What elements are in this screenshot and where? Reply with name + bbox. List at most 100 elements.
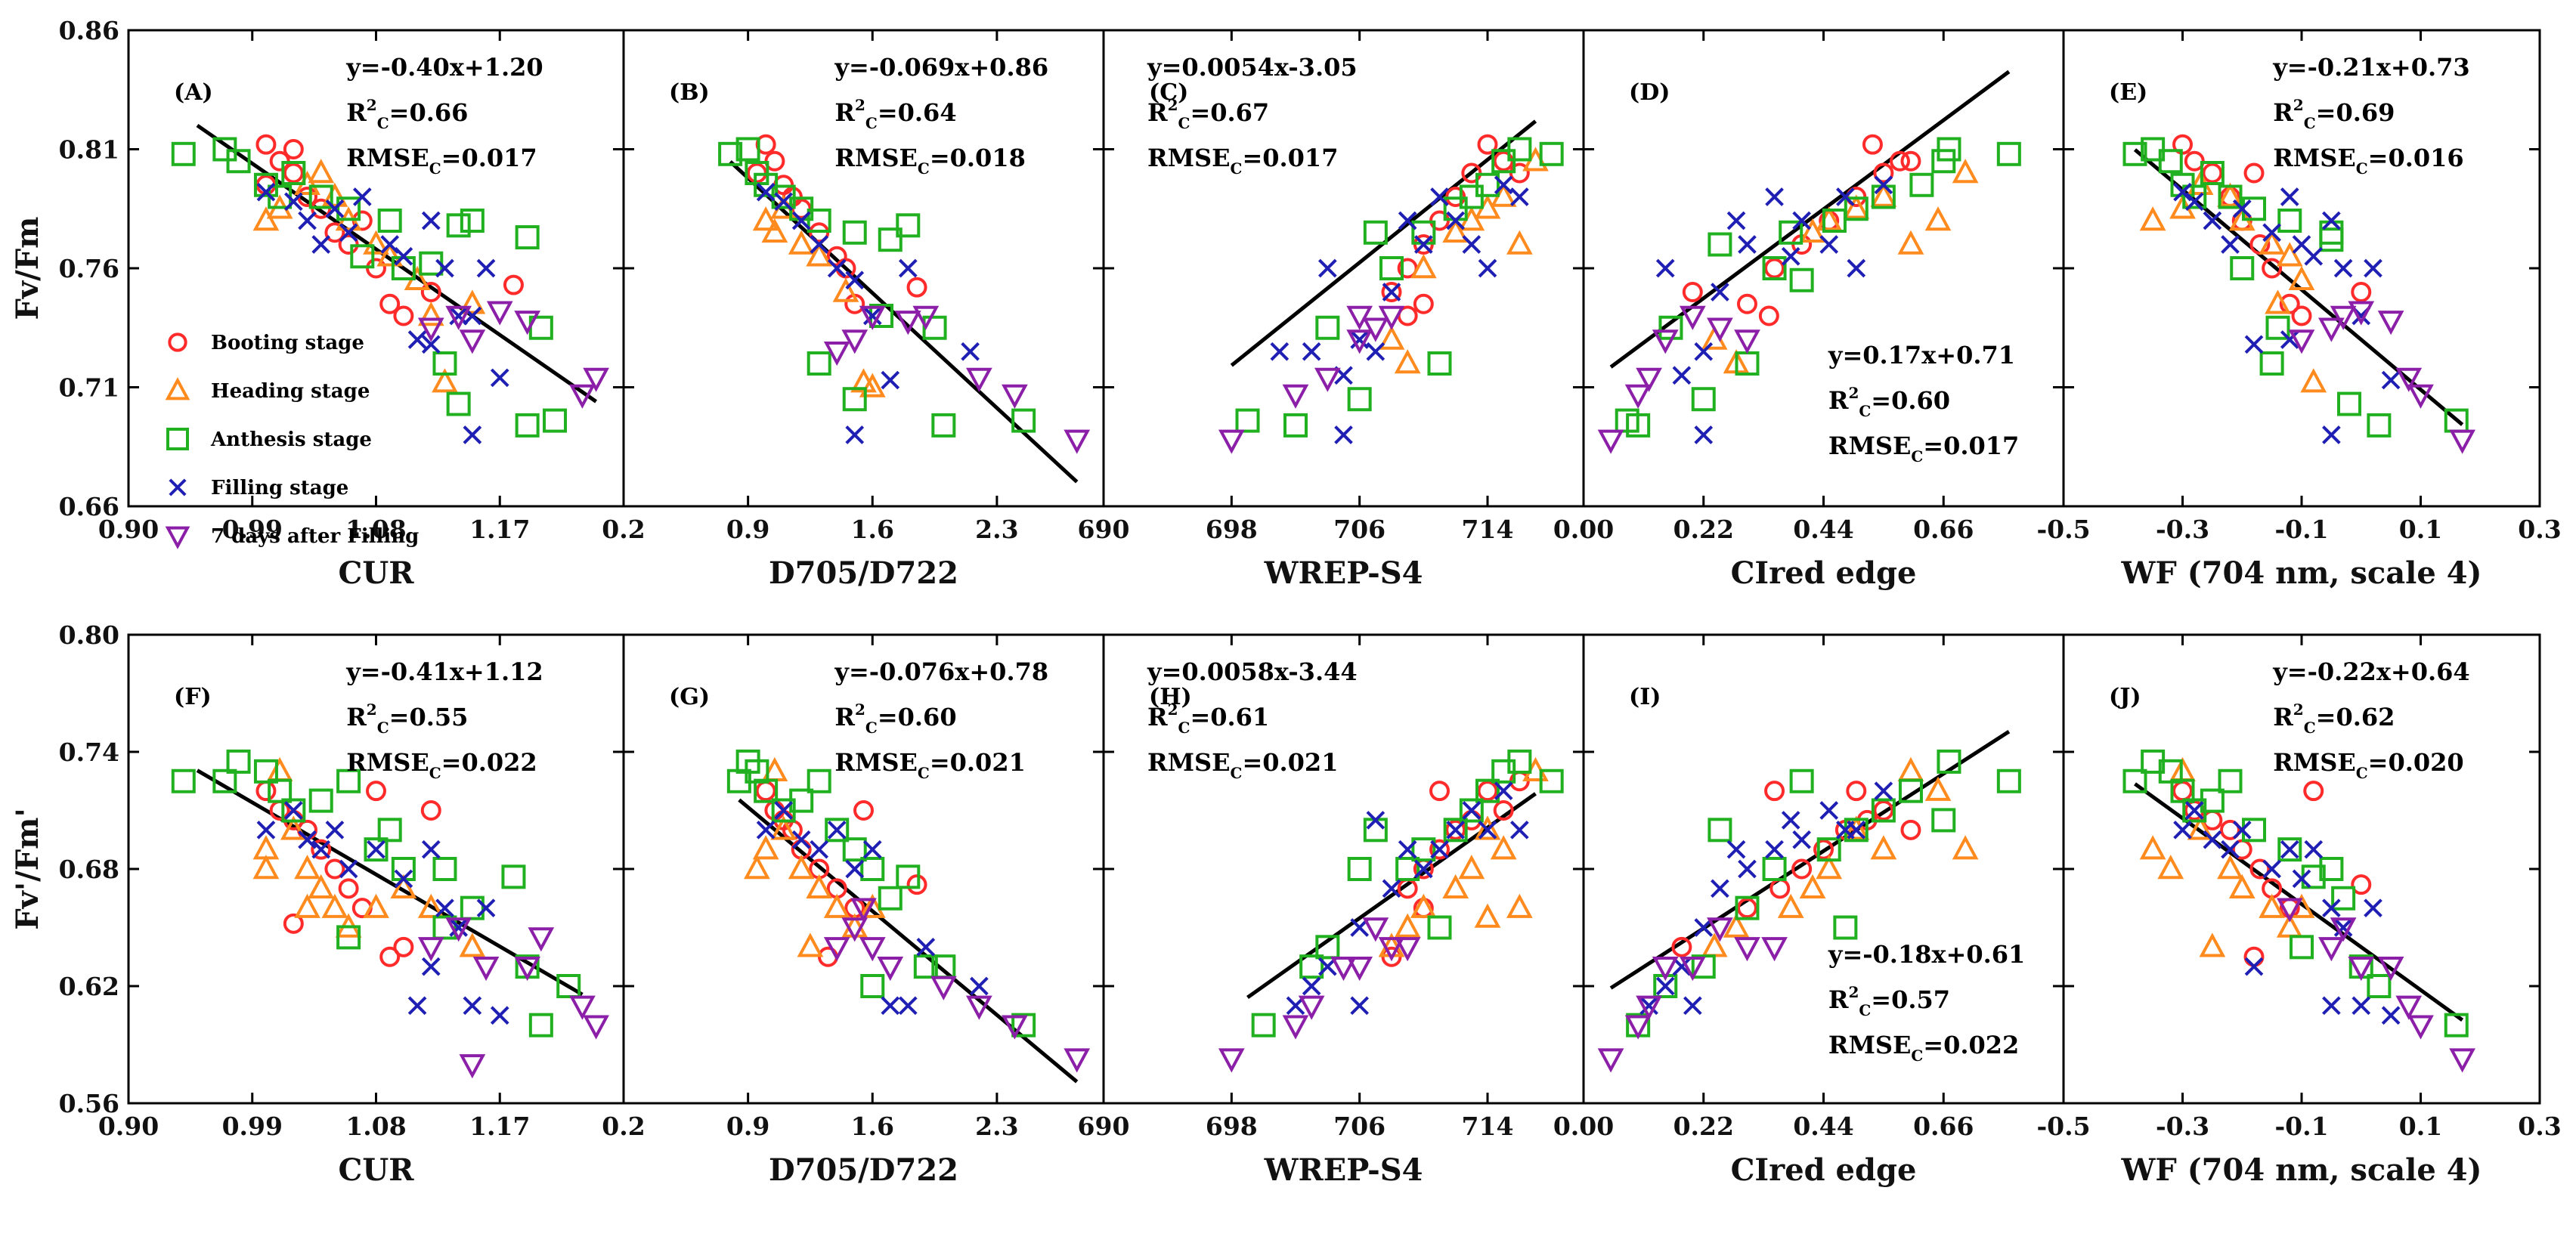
- data-point: [472, 956, 500, 982]
- data-point: [2203, 830, 2222, 849]
- data-point: [1639, 996, 1658, 1016]
- data-point: [2173, 182, 2192, 202]
- data-point: [1738, 235, 1757, 254]
- legend-marker: [169, 478, 187, 496]
- x-tick-label: 0.9: [726, 515, 769, 544]
- x-tick-label: 0.99: [222, 1112, 283, 1141]
- data-point: [463, 425, 482, 444]
- data-point: [2242, 818, 2266, 843]
- data-point: [1443, 818, 1468, 843]
- data-point: [841, 917, 868, 942]
- series-7-days-after-filling: [823, 898, 1091, 1073]
- data-point: [2276, 898, 2303, 923]
- data-point: [1652, 956, 1679, 982]
- data-point: [1378, 937, 1405, 962]
- data-point: [1937, 749, 1961, 774]
- data-point: [171, 768, 196, 793]
- data-point: [1726, 840, 1746, 859]
- panel-label: (I): [1629, 684, 1661, 710]
- data-point: [1799, 218, 1826, 243]
- data-point: [1064, 1048, 1091, 1073]
- series-filling-stage: [756, 182, 980, 444]
- series-anthesis-stage: [2122, 749, 2469, 1037]
- data-point: [1427, 915, 1452, 940]
- data-point: [2367, 974, 2392, 998]
- data-point: [1781, 811, 1800, 830]
- r2-text: R2C=0.61: [1147, 700, 1269, 737]
- data-point: [2265, 289, 2291, 314]
- data-point: [338, 878, 359, 899]
- data-point: [1711, 879, 1729, 898]
- data-point: [515, 413, 540, 438]
- data-point: [2228, 874, 2256, 899]
- data-point: [376, 242, 404, 267]
- data-point: [2122, 141, 2147, 166]
- data-point: [1694, 918, 1714, 937]
- data-point: [1909, 172, 1934, 197]
- data-point: [1734, 329, 1760, 354]
- x-tick-label: 0.99: [222, 515, 283, 544]
- data-point: [1952, 835, 1979, 860]
- y-tick-label: 0.86: [59, 16, 119, 45]
- x-tick-label: -0.1: [2274, 1112, 2328, 1141]
- data-point: [850, 898, 877, 923]
- data-point: [788, 230, 815, 255]
- legend-item: 7 days after Filling: [165, 525, 419, 549]
- data-point: [1779, 220, 1804, 245]
- equation-text: y=-0.069x+0.86: [834, 53, 1048, 82]
- data-point: [1762, 857, 1787, 881]
- data-point: [2337, 391, 2361, 416]
- x-axis-label: WREP-S4: [1264, 555, 1423, 591]
- x-tick-label: -0.3: [2156, 1112, 2209, 1141]
- series-anthesis-stage: [171, 749, 581, 1037]
- data-point: [363, 230, 389, 255]
- data-point: [806, 874, 833, 899]
- x-tick-label: 0.1: [2399, 1112, 2442, 1141]
- data-point: [1413, 235, 1433, 254]
- data-point: [807, 351, 831, 376]
- data-point: [755, 781, 776, 802]
- data-point: [1870, 182, 1897, 207]
- data-point: [212, 768, 237, 793]
- r2-text: R2C=0.64: [834, 96, 956, 132]
- data-point: [1597, 1048, 1624, 1073]
- x-tick-label: 0.2: [602, 515, 645, 544]
- legend-marker: [165, 377, 190, 400]
- data-point: [1701, 932, 1728, 957]
- data-point: [1494, 781, 1513, 801]
- data-point: [311, 839, 332, 860]
- data-point: [1478, 820, 1497, 840]
- data-point: [432, 915, 457, 940]
- data-point: [845, 425, 865, 444]
- data-point: [862, 306, 882, 326]
- data-point: [1011, 408, 1036, 433]
- x-tick-label: 714: [1462, 1112, 1514, 1141]
- data-point: [2377, 311, 2404, 336]
- x-tick-label: 0.3: [2518, 515, 2561, 544]
- data-point: [2217, 855, 2243, 880]
- data-point: [1761, 937, 1788, 962]
- series-anthesis-stage: [1251, 749, 1564, 1037]
- data-point: [2407, 384, 2434, 409]
- data-point: [744, 855, 770, 880]
- series-7-days-after-filling: [1218, 305, 1405, 454]
- x-tick-label: -0.5: [2036, 1112, 2090, 1141]
- data-point: [1283, 413, 1308, 438]
- rmse-text: RMSEC=0.017: [346, 144, 537, 178]
- series-7-days-after-filling: [1597, 917, 1788, 1073]
- y-tick-label: 0.68: [59, 855, 119, 884]
- data-point: [1378, 325, 1405, 350]
- data-point: [860, 857, 885, 881]
- data-point: [881, 996, 900, 1016]
- panel-g: 0.2 0.9 1.6 2.3 D705/D722 (G) y=-0.076x+0.78 R2…: [602, 633, 1105, 1188]
- data-point: [1769, 878, 1791, 899]
- y-tick-label: 0.80: [59, 620, 119, 650]
- data-point: [446, 391, 471, 416]
- x-tick-label: 690: [1078, 515, 1130, 544]
- data-point: [2277, 837, 2302, 862]
- rmse-text: RMSEC=0.018: [834, 144, 1025, 178]
- panel-label: (D): [1629, 79, 1670, 106]
- legend-marker: [166, 428, 189, 450]
- x-axis-label: CIred edge: [1731, 1152, 1917, 1188]
- data-point: [339, 223, 358, 243]
